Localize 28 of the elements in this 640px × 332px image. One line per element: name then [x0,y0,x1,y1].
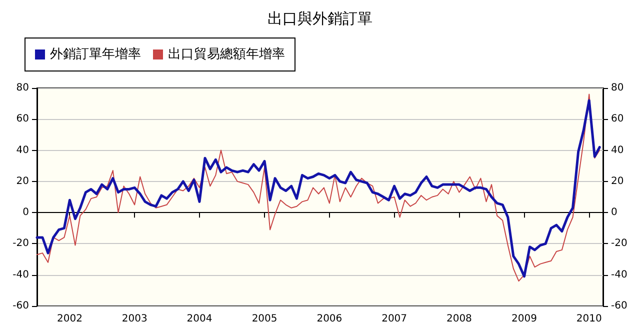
y2-tick-label: -40 [611,269,628,280]
x-tick-label: 2003 [122,314,148,324]
y2-tick-label: 80 [611,82,624,94]
legend-label: 外銷訂單年增率 [50,46,141,62]
x-tick-label: 2009 [512,314,537,324]
y-tick-label: 80 [16,82,29,94]
y-tick-label: -40 [12,269,29,280]
chart-title: 出口與外銷訂單 [268,10,372,28]
y-tick-label: -60 [12,300,29,312]
y-tick-label: 20 [16,176,29,187]
x-tick-label: 2008 [446,314,472,324]
y2-tick-label: -60 [611,300,628,312]
y2-tick-label: 60 [611,114,624,125]
x-tick-label: 2005 [252,314,278,324]
y-tick-label: 0 [22,207,29,218]
y-tick-label: -20 [12,238,29,250]
y-tick-label: 60 [16,114,29,125]
x-tick-label: 2007 [382,314,408,324]
y2-tick-label: 0 [611,207,618,218]
legend-label: 出口貿易總額年增率 [168,46,285,62]
y2-tick-label: 40 [611,144,624,156]
y2-tick-label: 20 [611,176,624,187]
x-tick-label: 2010 [576,314,602,324]
y-tick-label: 40 [16,144,29,156]
x-tick-label: 2002 [56,314,82,324]
y2-tick-label: -20 [611,238,628,250]
x-tick-label: 2006 [316,314,342,324]
x-tick-label: 2004 [186,314,212,324]
